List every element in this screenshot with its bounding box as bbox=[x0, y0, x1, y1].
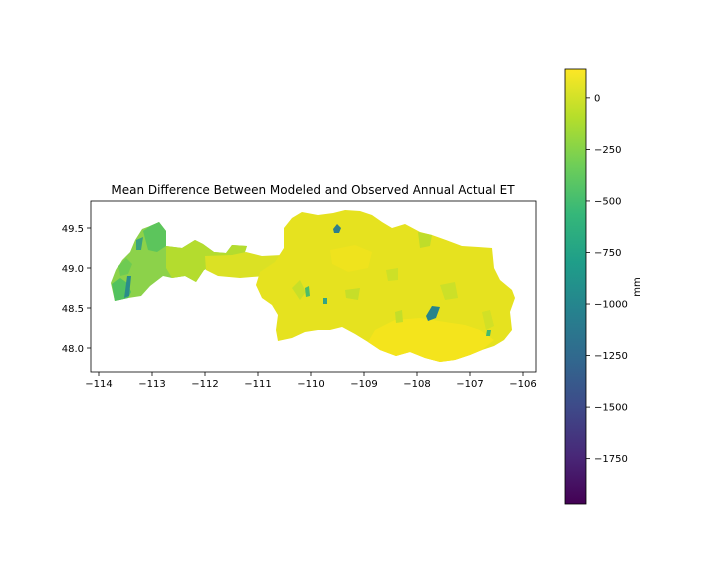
basin-east-lime-4 bbox=[395, 310, 403, 323]
colorbar-tick-label: −1250 bbox=[594, 351, 628, 362]
x-tick-label: −109 bbox=[350, 379, 377, 390]
x-tick-label: −107 bbox=[456, 379, 483, 390]
map-title: Mean Difference Between Modeled and Obse… bbox=[111, 183, 515, 197]
y-axis: 49.5 49.0 48.5 48.0 bbox=[62, 224, 91, 355]
colorbar-tick-label: −250 bbox=[594, 145, 621, 156]
basin-east-yellow-2 bbox=[330, 245, 372, 272]
basin-east-yellow bbox=[368, 318, 494, 362]
basin-west-dark-2 bbox=[136, 237, 143, 250]
y-tick-label: 48.5 bbox=[62, 304, 84, 315]
x-tick-label: −112 bbox=[191, 379, 218, 390]
colorbar-frame bbox=[564, 68, 587, 505]
y-tick-label: 48.0 bbox=[62, 344, 84, 355]
basin-west-green-1 bbox=[143, 222, 166, 252]
colorbar-tick-label: −1750 bbox=[594, 454, 628, 465]
basin-east-lime-2 bbox=[418, 232, 432, 248]
colorbar-tick-label: −500 bbox=[594, 196, 621, 207]
x-tick-label: −113 bbox=[138, 379, 165, 390]
basin-east-dark-2 bbox=[333, 224, 341, 233]
colorbar-ticks: 0 −250 −500 −750 −1000 −1250 −1500 −1750 bbox=[586, 93, 628, 465]
basin-east-dark-3 bbox=[323, 298, 327, 304]
basin-east-lime-5 bbox=[482, 310, 494, 330]
basin-west-green-3 bbox=[118, 258, 132, 276]
x-tick-label: −108 bbox=[403, 379, 430, 390]
basin-east-lime-1 bbox=[292, 280, 306, 300]
x-tick-label: −111 bbox=[244, 379, 271, 390]
colorbar-tick-label: −1500 bbox=[594, 403, 628, 414]
y-tick-label: 49.5 bbox=[62, 224, 84, 235]
x-tick-label: −110 bbox=[297, 379, 324, 390]
basin-east-lime-3 bbox=[440, 282, 458, 300]
x-axis: −114 −113 −112 −111 −110 −109 −108 −107 … bbox=[85, 372, 537, 390]
x-tick-label: −106 bbox=[509, 379, 536, 390]
colorbar: 0 −250 −500 −750 −1000 −1250 −1500 −1750 mm bbox=[564, 68, 643, 505]
colorbar-tick-label: −750 bbox=[594, 248, 621, 259]
basin-east-dark-4 bbox=[305, 286, 310, 297]
map-axes-frame bbox=[90, 200, 537, 373]
basin-polygons bbox=[111, 210, 515, 362]
basin-east-dark-1 bbox=[426, 306, 440, 321]
colorbar-tick-label: 0 bbox=[594, 93, 600, 104]
x-tick-label: −114 bbox=[85, 379, 112, 390]
basin-west-dark bbox=[124, 276, 131, 298]
colorbar-label: mm bbox=[632, 277, 643, 296]
colorbar-gradient bbox=[565, 69, 586, 504]
colorbar-tick-label: −1000 bbox=[594, 300, 628, 311]
basin-east-dark-5 bbox=[486, 330, 491, 336]
basin-east-lime-7 bbox=[386, 268, 398, 281]
basin-east-lime-6 bbox=[345, 288, 360, 300]
map-axes: −114 −113 −112 −111 −110 −109 −108 −107 … bbox=[62, 200, 537, 390]
y-tick-label: 49.0 bbox=[62, 264, 84, 275]
